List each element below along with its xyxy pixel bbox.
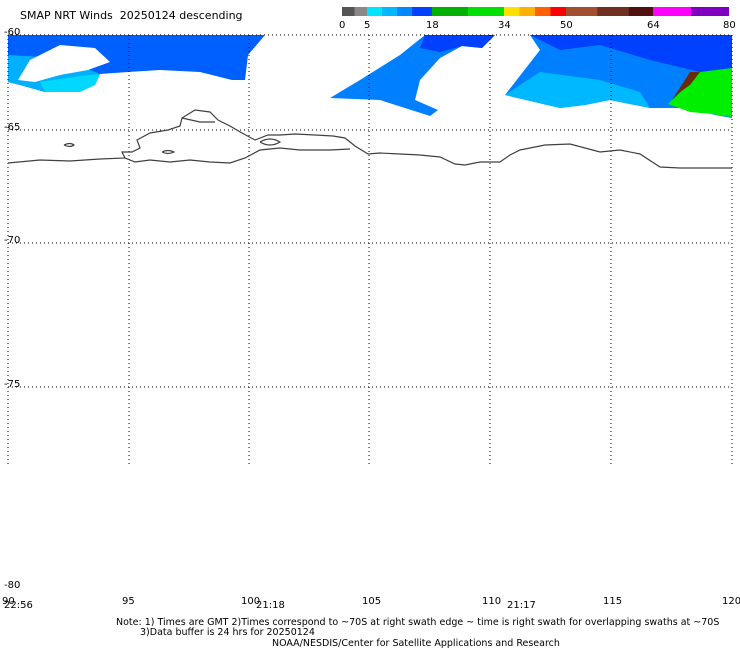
- map-grid: [7, 34, 733, 465]
- longitude-label: 120: [722, 596, 740, 607]
- wind-swath-right-light: [505, 72, 650, 108]
- colorbar-tick-label: 18: [426, 20, 439, 31]
- latitude-label: -65: [4, 122, 21, 133]
- colorbar-segment: [382, 7, 397, 16]
- note-line-2: 3)Data buffer is 24 hrs for 20250124: [140, 627, 315, 638]
- wind-swath-center: [330, 35, 495, 116]
- note-line-3: NOAA/NESDIS/Center for Satellite Applica…: [272, 638, 560, 649]
- colorbar-segment: [519, 7, 535, 16]
- wind-swath-left-cyan: [40, 74, 100, 92]
- swath-gap-left: [18, 45, 110, 82]
- colorbar-segment: [342, 7, 355, 16]
- longitude-label: 90: [2, 596, 15, 607]
- colorbar-segment: [550, 7, 566, 16]
- colorbar-segment: [468, 7, 504, 16]
- note-line-1: Note: 1) Times are GMT 2)Times correspon…: [116, 617, 720, 628]
- latitude-label: -70: [4, 235, 21, 246]
- time-label-left: 22:56: [4, 600, 33, 611]
- longitude-label: 95: [122, 596, 135, 607]
- longitude-label: 105: [362, 596, 382, 607]
- latitude-label: -60: [4, 27, 21, 38]
- colorbar-segment: [367, 7, 382, 16]
- colorbar-tick-label: 34: [498, 20, 511, 31]
- wind-swath-center-dark: [420, 35, 495, 52]
- latitude-label: -75: [4, 379, 21, 390]
- colorbar-segment: [653, 7, 691, 16]
- longitude-label: 110: [482, 596, 502, 607]
- colorbar-tick-label: 80: [723, 20, 736, 31]
- colorbar-segment: [504, 7, 520, 16]
- colorbar-segment: [432, 7, 468, 16]
- colorbar-segment: [628, 7, 653, 16]
- colorbar-segment: [566, 7, 598, 16]
- colorbar-tick-label: 0: [339, 20, 346, 31]
- colorbar-segment: [597, 7, 629, 16]
- coastline: [7, 109, 732, 169]
- colorbar-segment: [354, 7, 367, 16]
- wind-swath-right-brown: [672, 72, 700, 100]
- colorbar-tick-label: 50: [560, 20, 573, 31]
- colorbar-segment: [535, 7, 551, 16]
- map-title: SMAP NRT Winds 20250124 descending: [20, 9, 243, 22]
- longitude-label: 115: [603, 596, 623, 607]
- colorbar: [342, 7, 729, 16]
- longitude-label: 100: [241, 596, 261, 607]
- wind-swaths: [8, 35, 732, 118]
- colorbar-tick-label: 5: [364, 20, 371, 31]
- latitude-label: -80: [4, 580, 21, 591]
- wind-swath-right-dark: [530, 35, 732, 72]
- colorbar-segment: [691, 7, 729, 16]
- colorbar-segment: [412, 7, 432, 16]
- colorbar-tick-label: 64: [647, 20, 660, 31]
- time-label-right: 21:17: [507, 600, 536, 611]
- colorbar-segment: [397, 7, 412, 16]
- time-label-center: 21:18: [256, 600, 285, 611]
- wind-swath-right-green: [668, 68, 732, 117]
